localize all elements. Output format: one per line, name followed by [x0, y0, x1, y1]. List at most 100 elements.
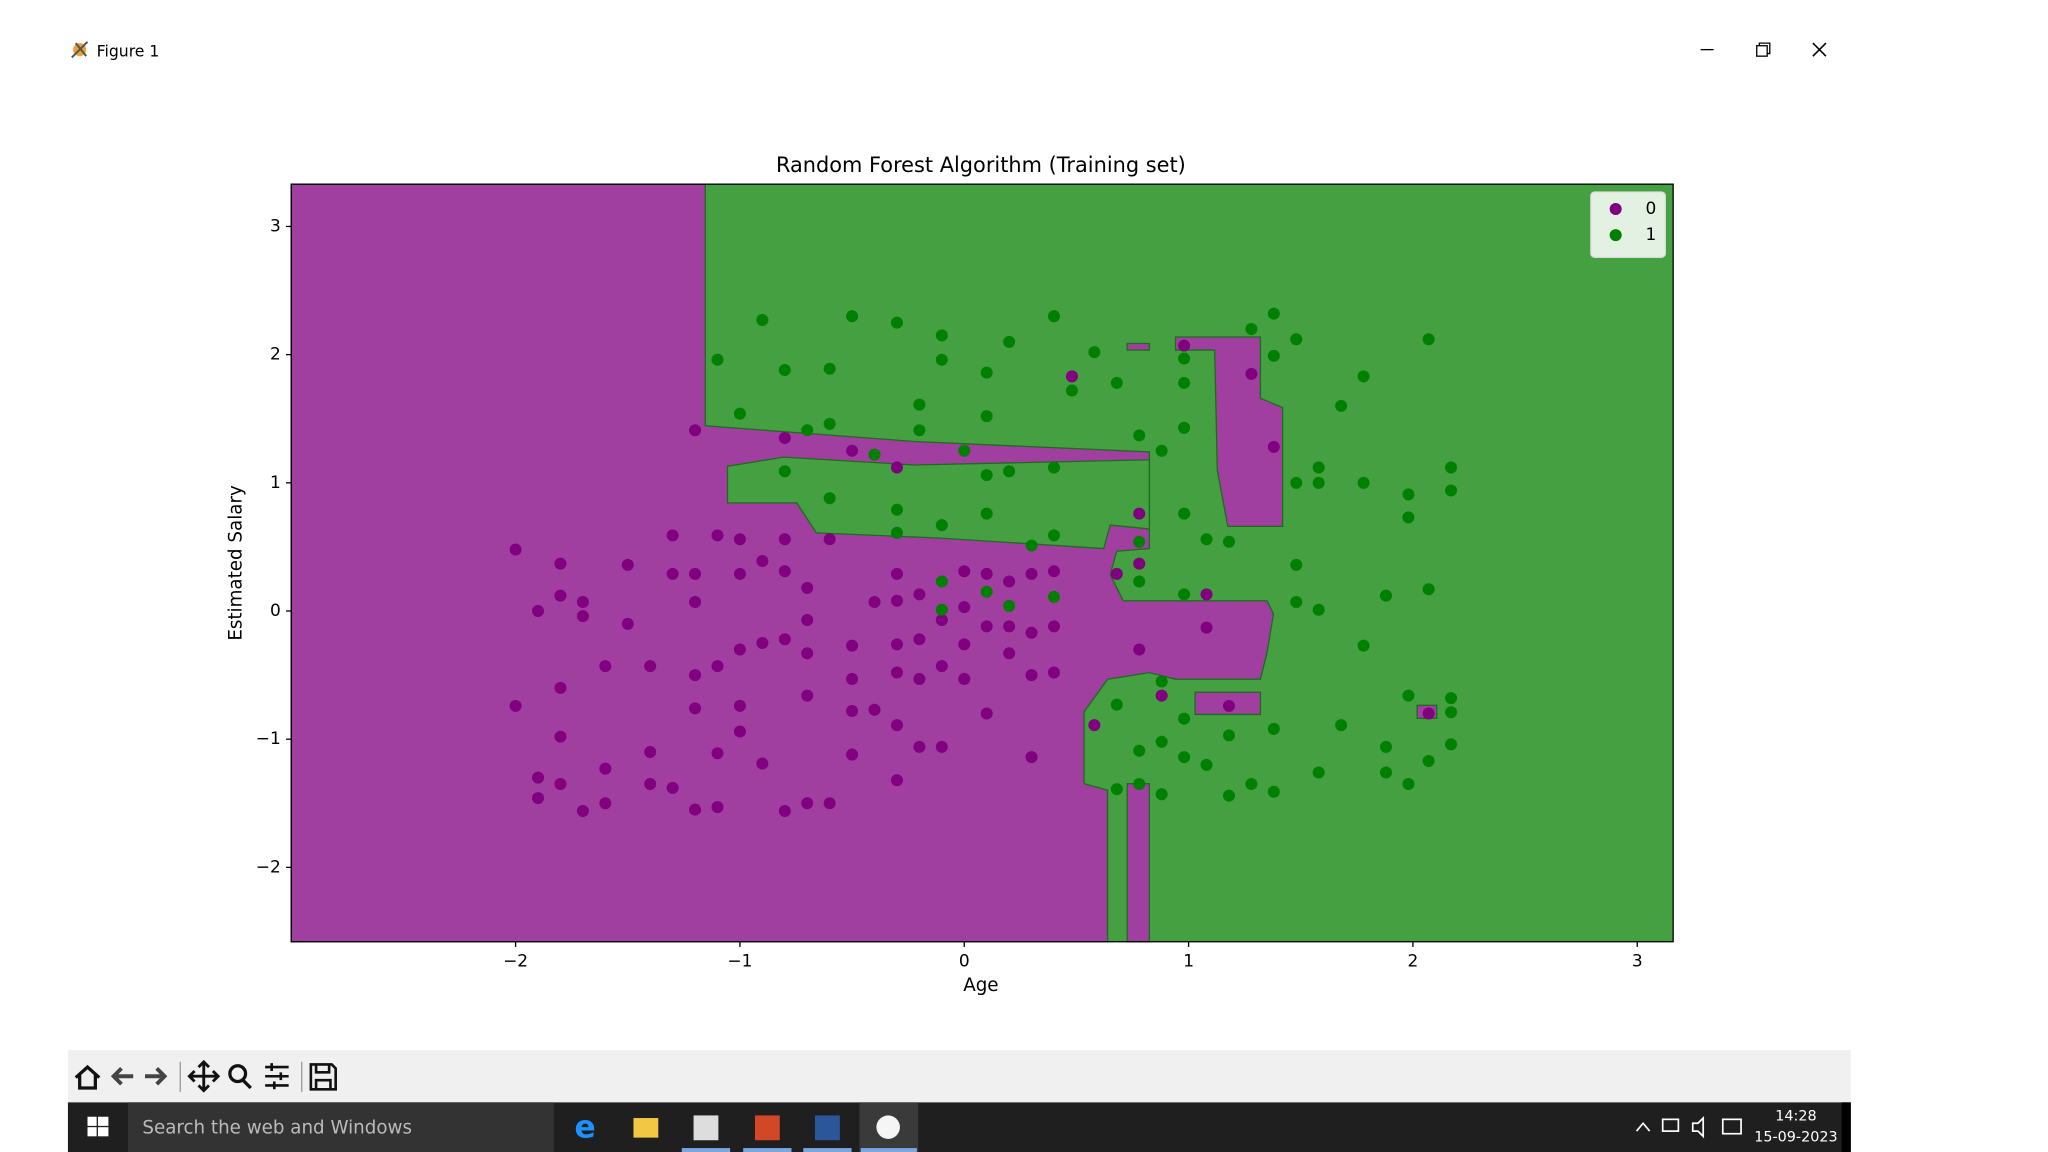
point: [846, 704, 859, 717]
point: [890, 526, 903, 539]
pan-button[interactable]: [187, 1059, 221, 1093]
point: [733, 567, 746, 580]
point: [1422, 333, 1435, 346]
edge-icon[interactable]: e: [575, 1109, 596, 1145]
search-box[interactable]: [128, 1102, 554, 1152]
point: [1003, 599, 1016, 612]
point: [1290, 333, 1303, 346]
point: [711, 529, 724, 542]
point: [689, 596, 702, 609]
point: [1155, 735, 1168, 748]
point: [913, 672, 926, 685]
point: [1133, 429, 1146, 442]
point: [1335, 719, 1348, 732]
point: [532, 604, 545, 618]
explorer-icon[interactable]: [633, 1118, 659, 1138]
point: [1402, 689, 1415, 702]
back-button[interactable]: [110, 1067, 134, 1086]
y-tick-label: 2: [270, 345, 281, 365]
point: [980, 410, 993, 423]
point: [1422, 583, 1435, 596]
point: [801, 613, 814, 626]
point: [711, 801, 724, 814]
point: [689, 424, 702, 437]
restore-button[interactable]: [1756, 42, 1771, 57]
point: [980, 585, 993, 598]
legend-marker: [1609, 202, 1622, 215]
point: [1245, 778, 1258, 791]
point: [733, 533, 746, 546]
point: [1445, 461, 1458, 474]
y-axis-label: Estimated Salary: [225, 485, 246, 641]
point: [890, 719, 903, 732]
point: [868, 448, 881, 461]
point: [1178, 376, 1191, 389]
y-tick-label: 3: [270, 216, 281, 236]
forward-button[interactable]: [144, 1067, 168, 1086]
point: [1133, 557, 1146, 570]
point: [756, 637, 769, 650]
point: [913, 740, 926, 753]
point: [778, 804, 791, 817]
point: [1200, 621, 1213, 634]
point: [801, 797, 814, 810]
point: [1003, 465, 1016, 478]
point: [1178, 339, 1191, 352]
point: [1379, 766, 1393, 779]
point: [935, 575, 948, 588]
point: [1402, 778, 1415, 791]
point: [778, 633, 791, 646]
point: [935, 329, 948, 342]
point: [599, 660, 612, 673]
powerpoint-icon[interactable]: [754, 1115, 780, 1141]
point: [823, 492, 836, 505]
point: [1047, 529, 1060, 542]
search-placeholder: Search the web and Windows: [142, 1117, 412, 1138]
point: [1267, 785, 1280, 798]
point: [958, 601, 971, 614]
point: [1025, 539, 1038, 552]
point: [801, 581, 814, 594]
point: [1445, 706, 1458, 719]
point: [1047, 590, 1060, 603]
x-tick-label: 3: [1632, 951, 1643, 971]
point: [1267, 349, 1280, 362]
point: [1003, 575, 1016, 588]
app-icon-3[interactable]: [693, 1115, 719, 1141]
point: [554, 730, 567, 743]
point: [1402, 488, 1415, 501]
point: [756, 314, 769, 327]
point: [1133, 575, 1146, 588]
zoom-button[interactable]: [228, 1064, 252, 1090]
app-icon: [71, 41, 89, 59]
point: [733, 407, 746, 420]
start-button[interactable]: [87, 1116, 109, 1137]
point: [532, 792, 545, 805]
point: [1245, 322, 1258, 336]
python-icon: [876, 1115, 900, 1139]
word-icon[interactable]: [815, 1115, 840, 1141]
legend-label: 1: [1646, 225, 1657, 245]
point: [958, 444, 971, 457]
save-button[interactable]: [309, 1063, 337, 1091]
point: [1379, 740, 1393, 753]
point: [509, 699, 522, 712]
window-title: Figure 1: [97, 42, 160, 61]
legend-box: [1590, 191, 1666, 258]
point: [733, 699, 746, 712]
configure-button[interactable]: [265, 1063, 289, 1090]
point: [1267, 440, 1280, 453]
point: [801, 647, 814, 660]
point: [1290, 596, 1303, 609]
close-button[interactable]: [1812, 42, 1827, 57]
y-tick-label: −2: [256, 857, 281, 877]
x-axis-label: Age: [963, 975, 998, 996]
home-button[interactable]: [74, 1064, 101, 1090]
point: [1133, 744, 1146, 757]
show-desktop[interactable]: [1841, 1102, 1851, 1152]
point: [980, 620, 993, 633]
point: [1065, 370, 1078, 383]
point: [711, 747, 724, 760]
point: [890, 666, 903, 679]
